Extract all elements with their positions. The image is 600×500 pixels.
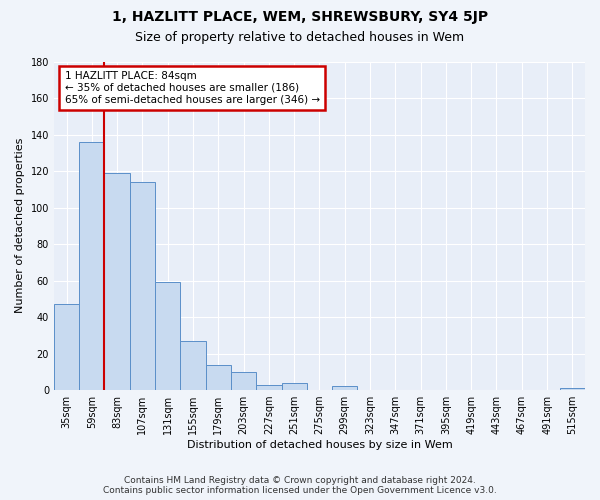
Bar xyxy=(130,182,155,390)
Bar xyxy=(281,383,307,390)
Bar xyxy=(181,341,206,390)
Text: Contains HM Land Registry data © Crown copyright and database right 2024.
Contai: Contains HM Land Registry data © Crown c… xyxy=(103,476,497,495)
Bar xyxy=(256,384,281,390)
Bar xyxy=(104,173,130,390)
X-axis label: Distribution of detached houses by size in Wem: Distribution of detached houses by size … xyxy=(187,440,452,450)
Bar xyxy=(332,386,358,390)
Bar xyxy=(560,388,585,390)
Bar xyxy=(79,142,104,390)
Bar xyxy=(206,364,231,390)
Text: 1, HAZLITT PLACE, WEM, SHREWSBURY, SY4 5JP: 1, HAZLITT PLACE, WEM, SHREWSBURY, SY4 5… xyxy=(112,10,488,24)
Bar xyxy=(155,282,181,390)
Bar xyxy=(231,372,256,390)
Text: Size of property relative to detached houses in Wem: Size of property relative to detached ho… xyxy=(136,31,464,44)
Bar xyxy=(54,304,79,390)
Y-axis label: Number of detached properties: Number of detached properties xyxy=(15,138,25,314)
Text: 1 HAZLITT PLACE: 84sqm
← 35% of detached houses are smaller (186)
65% of semi-de: 1 HAZLITT PLACE: 84sqm ← 35% of detached… xyxy=(65,72,320,104)
